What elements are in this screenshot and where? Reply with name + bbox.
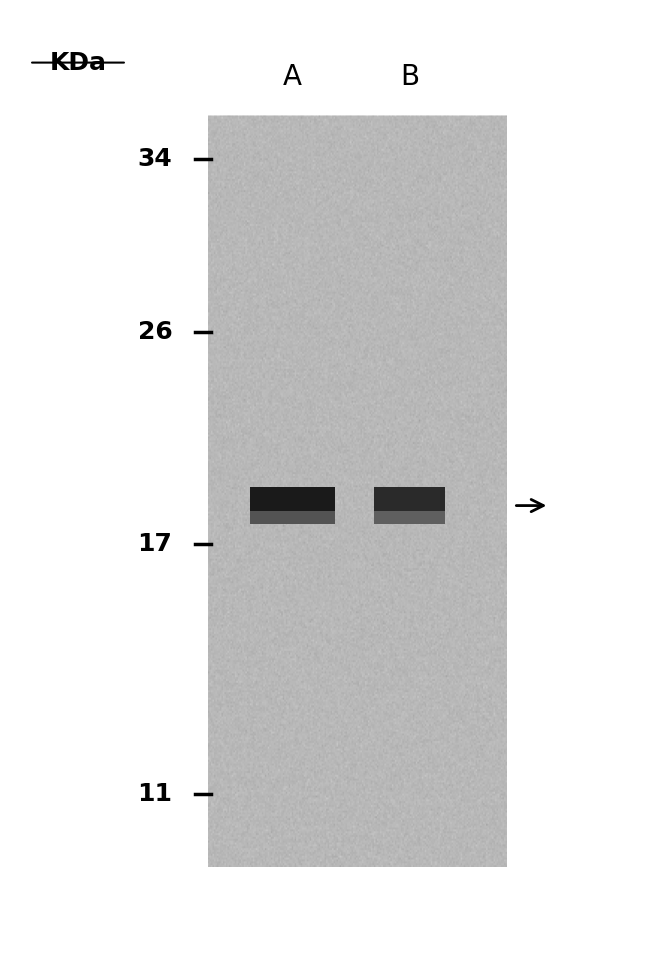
Text: 11: 11 [137, 783, 172, 806]
Bar [374, 487, 445, 524]
Bar [208, 116, 507, 867]
Text: 26: 26 [138, 321, 172, 344]
Text: KDa: KDa [49, 51, 107, 74]
Bar [250, 487, 335, 524]
Text: 34: 34 [138, 147, 172, 170]
Text: A: A [283, 63, 302, 91]
Text: B: B [400, 63, 419, 91]
Bar [374, 511, 445, 524]
Bar [250, 511, 335, 524]
Text: 17: 17 [137, 533, 172, 556]
